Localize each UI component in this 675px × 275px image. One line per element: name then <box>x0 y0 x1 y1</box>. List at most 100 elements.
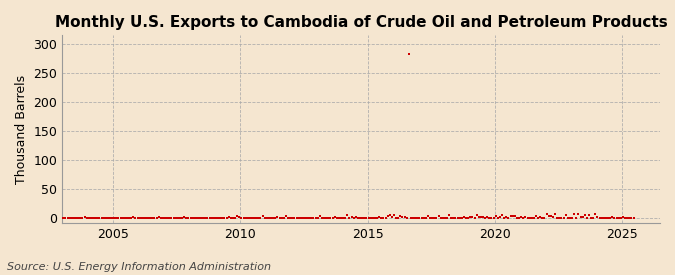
Point <box>119 216 130 221</box>
Point <box>317 216 327 221</box>
Point <box>261 216 272 221</box>
Point <box>433 214 444 219</box>
Point <box>573 211 584 216</box>
Point <box>473 214 484 219</box>
Point <box>399 215 410 219</box>
Point <box>126 216 136 221</box>
Point <box>274 216 285 221</box>
Point <box>611 216 622 221</box>
Point <box>227 216 238 221</box>
Point <box>190 216 200 221</box>
Point <box>614 216 624 221</box>
Point <box>64 216 75 221</box>
Point <box>471 213 482 218</box>
Point <box>363 216 374 221</box>
Point <box>283 216 294 221</box>
Point <box>354 216 365 220</box>
Point <box>539 216 550 221</box>
Point <box>291 216 302 221</box>
Point <box>145 216 156 221</box>
Point <box>255 216 266 221</box>
Point <box>200 216 211 221</box>
Point <box>96 216 107 221</box>
Point <box>248 216 259 221</box>
Point <box>448 216 459 221</box>
Point <box>616 216 626 221</box>
Point <box>628 215 639 220</box>
Point <box>393 216 404 221</box>
Point <box>296 216 306 221</box>
Point <box>179 214 190 219</box>
Point <box>223 215 234 219</box>
Point <box>376 216 387 221</box>
Point <box>306 216 317 221</box>
Point <box>495 214 506 219</box>
Point <box>162 216 173 221</box>
Point <box>350 215 361 219</box>
Point <box>185 216 196 221</box>
Point <box>359 216 370 221</box>
Point <box>147 216 158 221</box>
Point <box>469 216 480 221</box>
Point <box>327 216 338 221</box>
Point <box>58 216 69 221</box>
Point <box>439 216 450 221</box>
Point <box>541 212 552 216</box>
Point <box>493 216 504 221</box>
Point <box>514 216 524 221</box>
Point <box>620 216 630 221</box>
Point <box>569 211 580 216</box>
Point <box>81 216 92 221</box>
Point <box>217 216 227 221</box>
Point <box>194 216 205 221</box>
Point <box>402 216 412 221</box>
Point <box>103 216 113 221</box>
Point <box>412 216 423 220</box>
Point <box>115 216 126 221</box>
Point <box>257 214 268 218</box>
Point <box>124 216 134 221</box>
Point <box>111 216 122 221</box>
Point <box>475 215 486 219</box>
Point <box>66 216 77 221</box>
Point <box>101 216 111 221</box>
Point <box>272 214 283 219</box>
Point <box>227 216 238 221</box>
Point <box>331 216 342 221</box>
Point <box>281 214 292 218</box>
Point <box>107 215 117 220</box>
Point <box>69 216 80 221</box>
Point <box>251 216 262 221</box>
Point <box>215 216 225 221</box>
Point <box>304 216 315 221</box>
Point <box>62 216 73 221</box>
Point <box>259 216 270 221</box>
Point <box>499 216 510 221</box>
Point <box>505 214 516 219</box>
Point <box>518 216 529 221</box>
Point <box>618 215 628 219</box>
Point <box>335 216 346 221</box>
Point <box>166 216 177 221</box>
Point <box>431 216 442 221</box>
Point <box>321 216 331 221</box>
Point <box>416 216 427 221</box>
Point <box>234 214 244 219</box>
Point <box>531 213 541 218</box>
Point <box>213 216 223 221</box>
Point <box>285 216 296 220</box>
Point <box>157 216 168 221</box>
Point <box>577 215 588 219</box>
Point <box>560 212 571 217</box>
Point <box>270 216 281 221</box>
Point <box>268 216 279 221</box>
Point <box>592 215 603 220</box>
Point <box>298 216 308 221</box>
Point <box>209 216 219 221</box>
Point <box>584 213 595 218</box>
Point <box>551 216 562 221</box>
Point <box>391 216 402 221</box>
Point <box>319 216 329 221</box>
Point <box>603 215 614 220</box>
Point <box>253 216 264 221</box>
